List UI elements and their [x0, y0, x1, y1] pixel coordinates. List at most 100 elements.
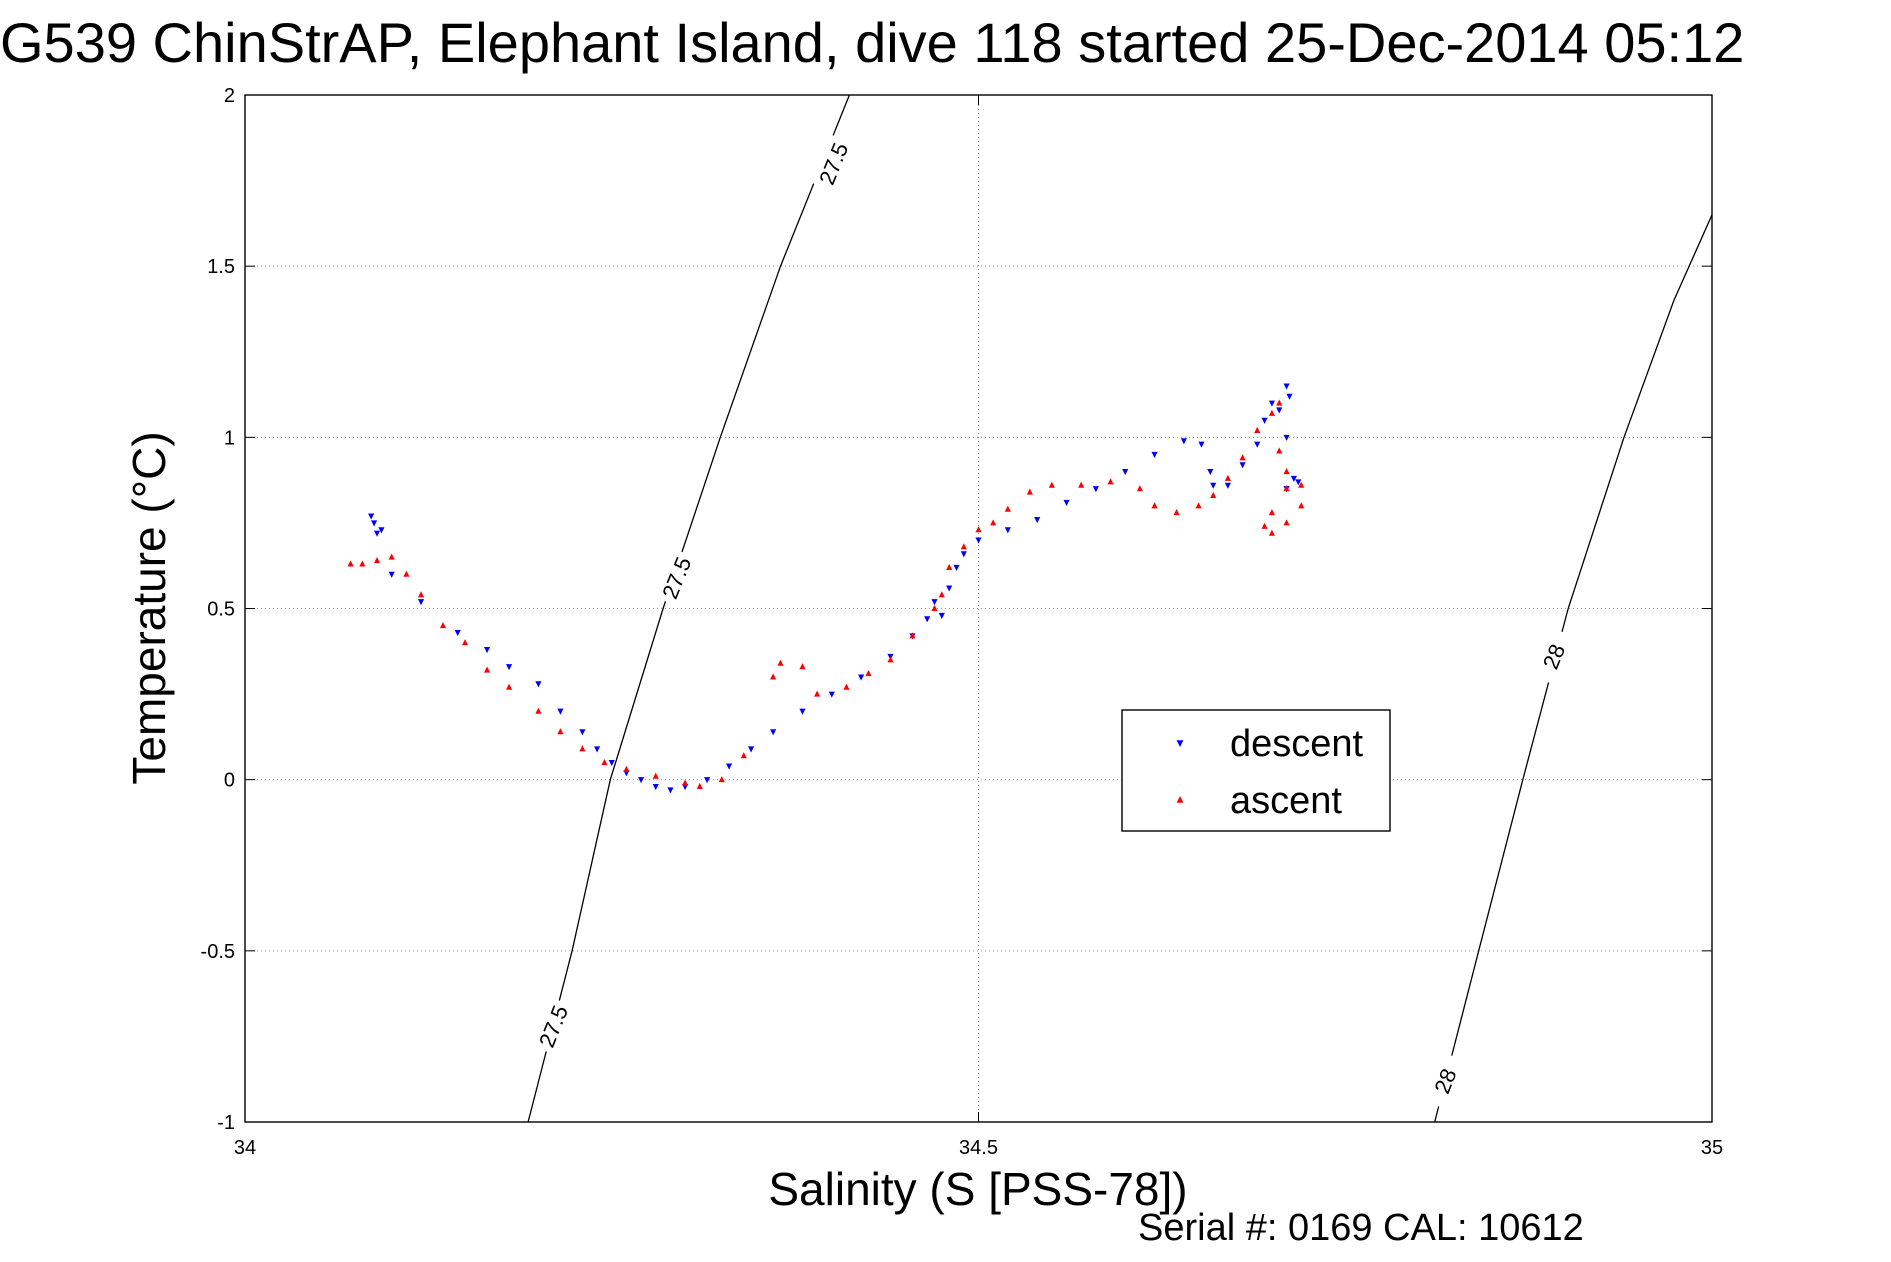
density-contour-27.5 [527, 94, 851, 1123]
data-point-ascent [1268, 409, 1275, 416]
plot-area [347, 383, 1305, 794]
data-point-ascent [1261, 522, 1268, 529]
data-point-descent [1004, 527, 1011, 534]
data-point-ascent [1078, 481, 1085, 488]
legend: descent ascent [1121, 709, 1391, 832]
data-point-ascent [601, 758, 608, 766]
data-point-ascent [359, 560, 366, 567]
legend-box [1121, 709, 1391, 832]
data-point-ascent [1195, 502, 1202, 509]
data-point-ascent [814, 690, 821, 697]
data-point-descent [1207, 469, 1214, 476]
data-point-descent [931, 599, 938, 606]
data-point-descent [770, 729, 777, 736]
data-point-ascent [1173, 509, 1180, 516]
data-point-descent [667, 787, 674, 794]
data-point-descent [652, 783, 659, 791]
data-point-descent [953, 564, 960, 572]
data-point-ascent [1268, 509, 1275, 516]
data-point-ascent [1107, 478, 1114, 485]
legend-marker-descent [1176, 740, 1184, 747]
data-point-descent [638, 777, 645, 784]
y-tick-label: -1 [217, 1112, 235, 1134]
contour-label-bg [654, 548, 699, 607]
data-point-descent [1210, 482, 1217, 489]
data-point-ascent [887, 656, 894, 663]
data-point-ascent [770, 673, 777, 680]
data-point-ascent [946, 563, 953, 570]
contour-label-bg [1531, 627, 1576, 686]
data-point-ascent [777, 659, 784, 666]
data-point-descent [1290, 475, 1297, 483]
data-point-ascent [1048, 481, 1055, 488]
contour-label-bg [811, 134, 856, 193]
y-tick-label: 1 [224, 427, 235, 449]
y-tick-label: 2 [224, 85, 235, 107]
data-point-ascent [799, 663, 806, 670]
data-point-descent [1295, 479, 1302, 486]
data-point-descent [924, 616, 931, 623]
data-point-ascent [975, 526, 982, 533]
legend-marker-ascent [1176, 796, 1184, 803]
data-point-descent [1239, 462, 1246, 469]
x-axis-label: Salinity (S [PSS-78]) [768, 1163, 1187, 1215]
data-point-descent [373, 530, 381, 537]
data-point-descent [960, 551, 967, 558]
data-point-descent [1283, 434, 1290, 441]
data-point-ascent [938, 591, 945, 598]
data-point-ascent [990, 519, 997, 526]
data-point-descent [1254, 441, 1261, 448]
y-tick-label: 0.5 [207, 599, 235, 621]
data-point-ascent [1026, 488, 1033, 495]
data-point-descent [1092, 486, 1099, 493]
data-point-ascent [718, 776, 725, 783]
data-point-ascent [1298, 481, 1305, 488]
data-point-descent [368, 513, 375, 520]
data-point-descent [1198, 441, 1205, 448]
data-point-ascent [483, 666, 491, 673]
legend-label-ascent: ascent [1230, 780, 1342, 822]
data-point-descent [1122, 469, 1129, 476]
data-point-ascent [1136, 485, 1143, 492]
y-tick-label: -0.5 [201, 941, 235, 963]
chart-title: G539 ChinStrAP, Elephant Island, dive 11… [0, 11, 1744, 74]
data-point-ascent [535, 707, 542, 714]
data-point-ascent [439, 622, 447, 629]
data-point-descent [1276, 407, 1283, 414]
data-point-ascent [682, 779, 689, 786]
data-point-ascent [579, 745, 586, 752]
data-point-descent [1261, 417, 1268, 424]
x-tick-label: 35 [1701, 1137, 1723, 1159]
data-point-ascent [506, 683, 513, 690]
data-point-descent [371, 520, 378, 527]
y-tick-label: 1.5 [207, 256, 235, 278]
density-contour-28 [1434, 214, 1713, 1123]
y-tick-label: 0 [224, 770, 235, 792]
data-point-descent [1063, 499, 1070, 506]
data-point-ascent [1283, 519, 1290, 526]
data-point-descent [557, 708, 564, 715]
data-point-ascent [909, 632, 916, 639]
data-point-ascent [403, 570, 410, 577]
data-point-descent [1224, 482, 1231, 489]
data-point-descent [1034, 516, 1041, 524]
data-point-ascent [347, 560, 354, 567]
data-point-descent [608, 760, 615, 767]
data-point-descent [579, 729, 586, 736]
data-point-descent [417, 599, 425, 606]
data-point-ascent [1151, 502, 1158, 509]
data-point-descent [1268, 400, 1275, 407]
data-point-ascent [1239, 454, 1246, 461]
data-point-descent [799, 708, 806, 715]
data-point-ascent [1283, 467, 1290, 475]
contour-label-bg [1423, 1051, 1467, 1110]
data-point-ascent [843, 683, 850, 690]
data-point-ascent [1004, 505, 1011, 512]
axis-ticks: 34 34.5 35 -1 -0.5 0 0.5 1 1.5 2 [201, 85, 1724, 1159]
data-point-descent [1180, 438, 1187, 445]
data-point-ascent [865, 669, 872, 677]
data-point-descent [858, 674, 865, 681]
data-point-ascent [1283, 485, 1290, 492]
data-point-descent [726, 763, 733, 770]
